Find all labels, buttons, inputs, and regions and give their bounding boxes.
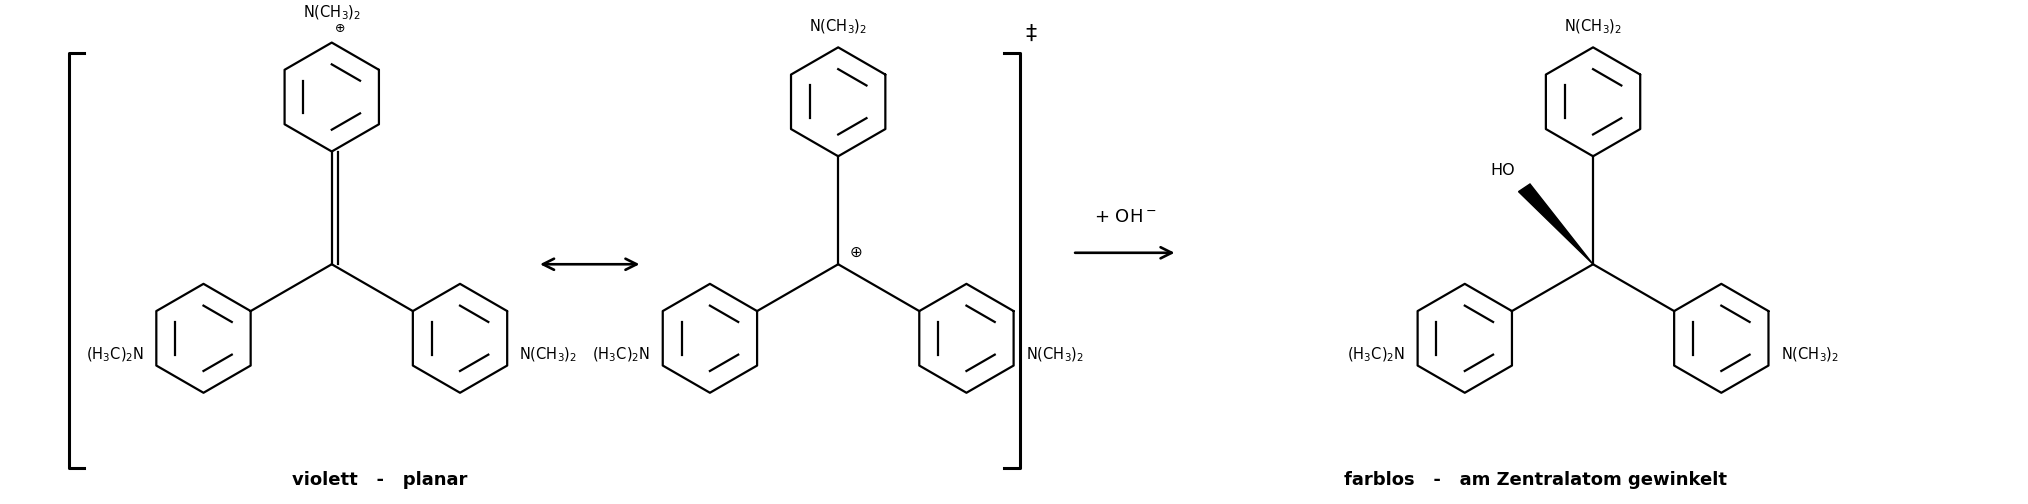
Text: $\mathregular{N(CH_3)_2}$: $\mathregular{N(CH_3)_2}$ bbox=[302, 3, 361, 22]
Text: $\oplus$: $\oplus$ bbox=[335, 22, 345, 35]
Text: $\mathregular{N(CH_3)_2}$: $\mathregular{N(CH_3)_2}$ bbox=[519, 345, 578, 364]
Text: HO: HO bbox=[1491, 163, 1515, 178]
Text: $\oplus$: $\oplus$ bbox=[848, 245, 862, 260]
Text: $\mathregular{N(CH_3)_2}$: $\mathregular{N(CH_3)_2}$ bbox=[809, 18, 868, 36]
Text: $\mathregular{(H_3C)_2N}$: $\mathregular{(H_3C)_2N}$ bbox=[85, 345, 144, 364]
Text: $+\ \mathregular{OH}^-$: $+\ \mathregular{OH}^-$ bbox=[1093, 208, 1156, 226]
Text: $\mathregular{N(CH_3)_2}$: $\mathregular{N(CH_3)_2}$ bbox=[1781, 345, 1839, 364]
Text: $\mathregular{(H_3C)_2N}$: $\mathregular{(H_3C)_2N}$ bbox=[592, 345, 651, 364]
Text: violett   -   planar: violett - planar bbox=[292, 471, 466, 489]
Text: $\mathregular{N(CH_3)_2}$: $\mathregular{N(CH_3)_2}$ bbox=[1564, 18, 1622, 36]
Text: $\mathregular{N(CH_3)_2}$: $\mathregular{N(CH_3)_2}$ bbox=[1026, 345, 1083, 364]
Text: $\ddagger$: $\ddagger$ bbox=[1024, 23, 1036, 43]
Text: farblos   -   am Zentralatom gewinkelt: farblos - am Zentralatom gewinkelt bbox=[1345, 471, 1728, 489]
Text: $\mathregular{(H_3C)_2N}$: $\mathregular{(H_3C)_2N}$ bbox=[1347, 345, 1405, 364]
Polygon shape bbox=[1519, 184, 1594, 264]
